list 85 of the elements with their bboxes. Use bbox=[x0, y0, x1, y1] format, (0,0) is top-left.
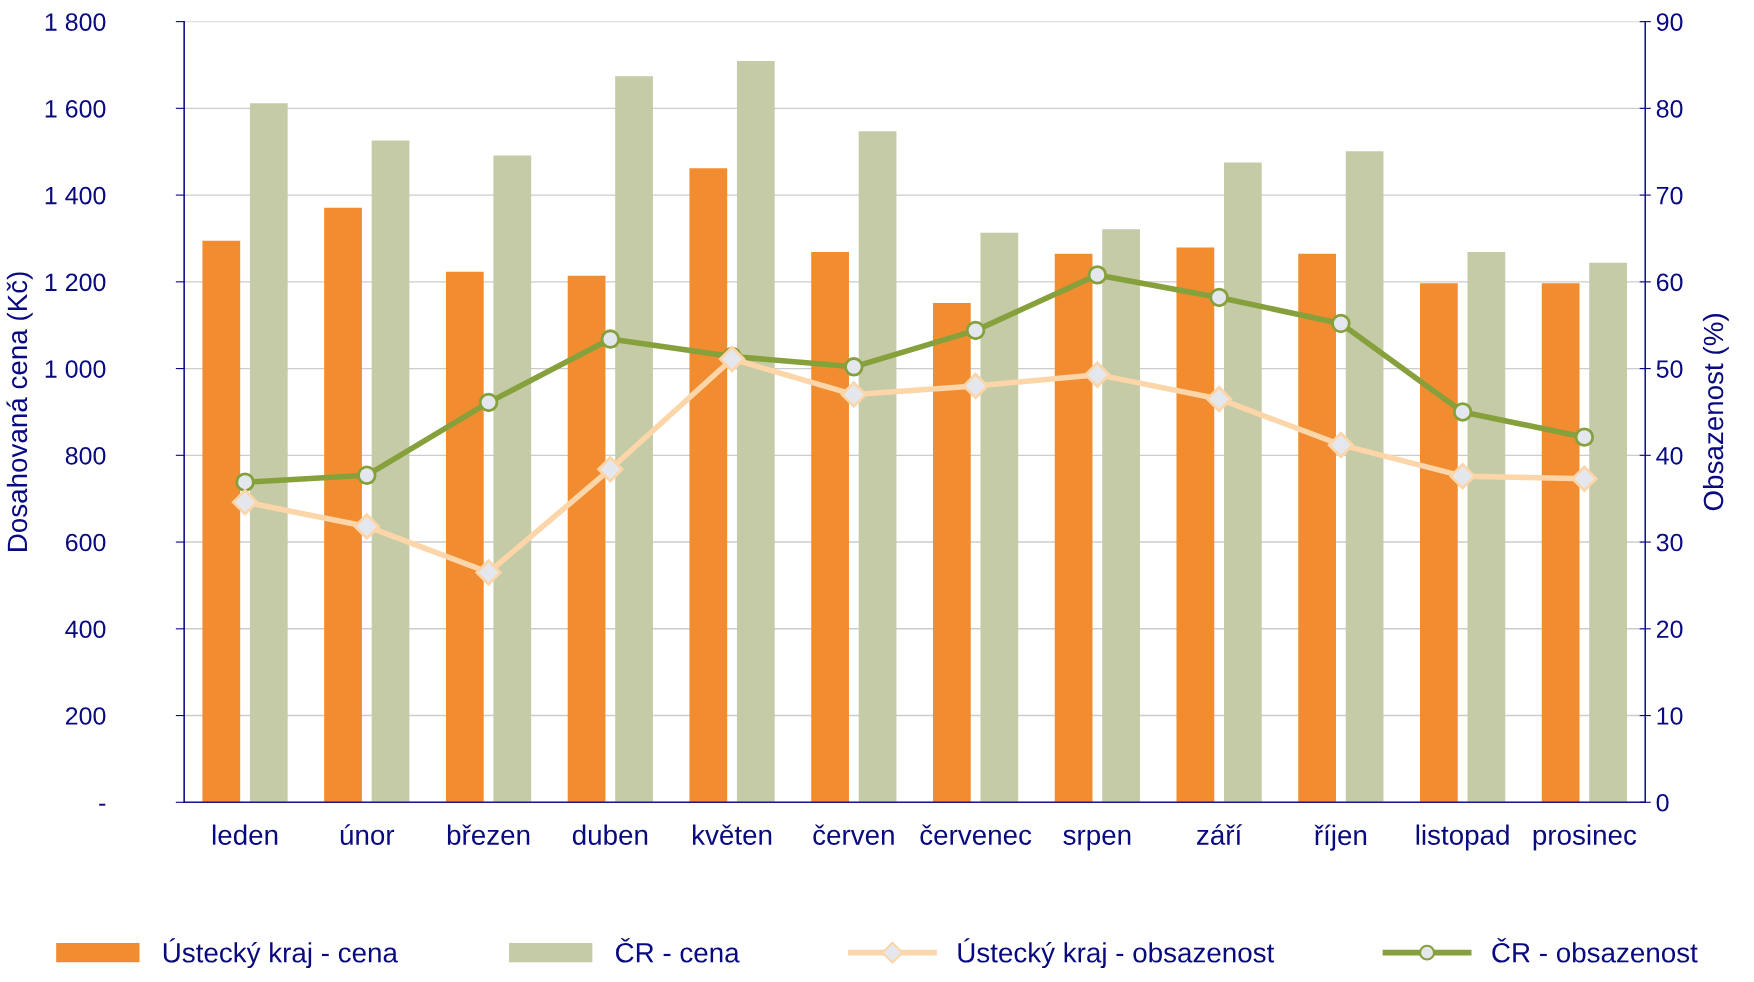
bar bbox=[324, 207, 362, 803]
bar bbox=[932, 303, 971, 803]
x-tick-label: červenec bbox=[920, 824, 1032, 845]
bar bbox=[1223, 162, 1262, 803]
point bbox=[1205, 385, 1233, 413]
point bbox=[1449, 462, 1476, 490]
bar bbox=[980, 232, 1019, 803]
point bbox=[235, 472, 255, 492]
point bbox=[357, 465, 377, 485]
bar bbox=[202, 240, 241, 803]
y-tick-label: 600 bbox=[65, 533, 106, 552]
point bbox=[1331, 313, 1351, 334]
point bbox=[353, 513, 380, 540]
y-tick-label: 200 bbox=[65, 707, 106, 725]
point bbox=[600, 329, 621, 349]
bar bbox=[1420, 283, 1458, 803]
x-tick-label: říjen bbox=[1314, 824, 1367, 851]
y2-tick-label: 30 bbox=[1656, 533, 1683, 552]
y-tick-label: 1 400 bbox=[45, 186, 106, 205]
bar bbox=[493, 155, 532, 803]
bar bbox=[1589, 262, 1627, 803]
x-tick-label: březen bbox=[447, 824, 530, 845]
x-tick-label: srpen bbox=[1063, 829, 1131, 851]
bar bbox=[371, 140, 410, 803]
point bbox=[1084, 361, 1111, 388]
bar bbox=[1345, 151, 1384, 803]
y-tick-label: 1 600 bbox=[45, 99, 106, 118]
x-tick-label: červen bbox=[813, 824, 894, 845]
legend-label: Ústecký kraj - cena bbox=[163, 938, 398, 969]
point bbox=[478, 392, 499, 413]
y-tick-label: 400 bbox=[65, 620, 106, 639]
y-tick-label: 1 800 bbox=[45, 13, 106, 31]
bar bbox=[736, 61, 775, 803]
point bbox=[1452, 402, 1473, 422]
y2-tick-label: 90 bbox=[1656, 13, 1683, 31]
bar bbox=[1102, 229, 1140, 803]
y-tick-label: 800 bbox=[65, 446, 106, 465]
point bbox=[475, 559, 502, 586]
y2-tick-label: 70 bbox=[1656, 186, 1683, 205]
y-axis-title: Dosahovaná cena (Kč) bbox=[6, 272, 33, 551]
y2-tick-label: 20 bbox=[1656, 620, 1683, 639]
x-tick-label: duben bbox=[572, 824, 648, 845]
bar bbox=[567, 275, 606, 803]
point bbox=[965, 320, 986, 341]
bar bbox=[689, 168, 728, 803]
legend-label: ČR - obsazenost bbox=[1492, 938, 1698, 963]
bar bbox=[1541, 283, 1580, 803]
bar bbox=[811, 251, 849, 803]
y2-tick-label: 10 bbox=[1657, 707, 1683, 725]
y-tick-label: 1 200 bbox=[45, 273, 106, 292]
point bbox=[597, 456, 624, 483]
x-tick-label: listopad bbox=[1416, 824, 1509, 851]
point bbox=[1209, 287, 1229, 308]
point bbox=[962, 372, 989, 400]
y2-tick-label: 80 bbox=[1656, 99, 1683, 118]
point bbox=[1571, 465, 1598, 492]
point bbox=[718, 345, 746, 373]
x-tick-label: leden bbox=[212, 824, 278, 845]
point bbox=[844, 357, 864, 377]
x-tick-label: květen bbox=[693, 824, 772, 845]
x-tick-label: září bbox=[1197, 824, 1243, 845]
bar bbox=[1176, 247, 1215, 803]
point bbox=[840, 381, 868, 408]
bar bbox=[615, 76, 653, 803]
point bbox=[1574, 427, 1595, 447]
bar bbox=[445, 271, 484, 803]
bar bbox=[1054, 253, 1093, 803]
y-tick-label: 1 000 bbox=[45, 360, 106, 378]
legend-label: ČR - cena bbox=[615, 938, 740, 963]
bar bbox=[249, 103, 288, 803]
y2-tick-label: 50 bbox=[1656, 360, 1683, 378]
bar bbox=[858, 131, 897, 803]
point bbox=[1087, 265, 1108, 285]
legend-label: Ústecký kraj - obsazenost bbox=[958, 938, 1275, 969]
y-tick-label: - bbox=[99, 803, 106, 806]
point bbox=[1327, 431, 1355, 459]
y2-tick-label: 0 bbox=[1656, 793, 1669, 812]
point bbox=[231, 488, 259, 516]
y2-tick-label: 40 bbox=[1656, 446, 1683, 465]
bar bbox=[1467, 251, 1506, 803]
bar bbox=[1298, 253, 1336, 803]
x-tick-label: únor bbox=[340, 824, 395, 845]
y2-tick-label: 60 bbox=[1656, 273, 1683, 292]
x-tick-label: prosinec bbox=[1533, 824, 1637, 851]
y2-axis-title: Obsazenost (%) bbox=[1702, 314, 1729, 511]
